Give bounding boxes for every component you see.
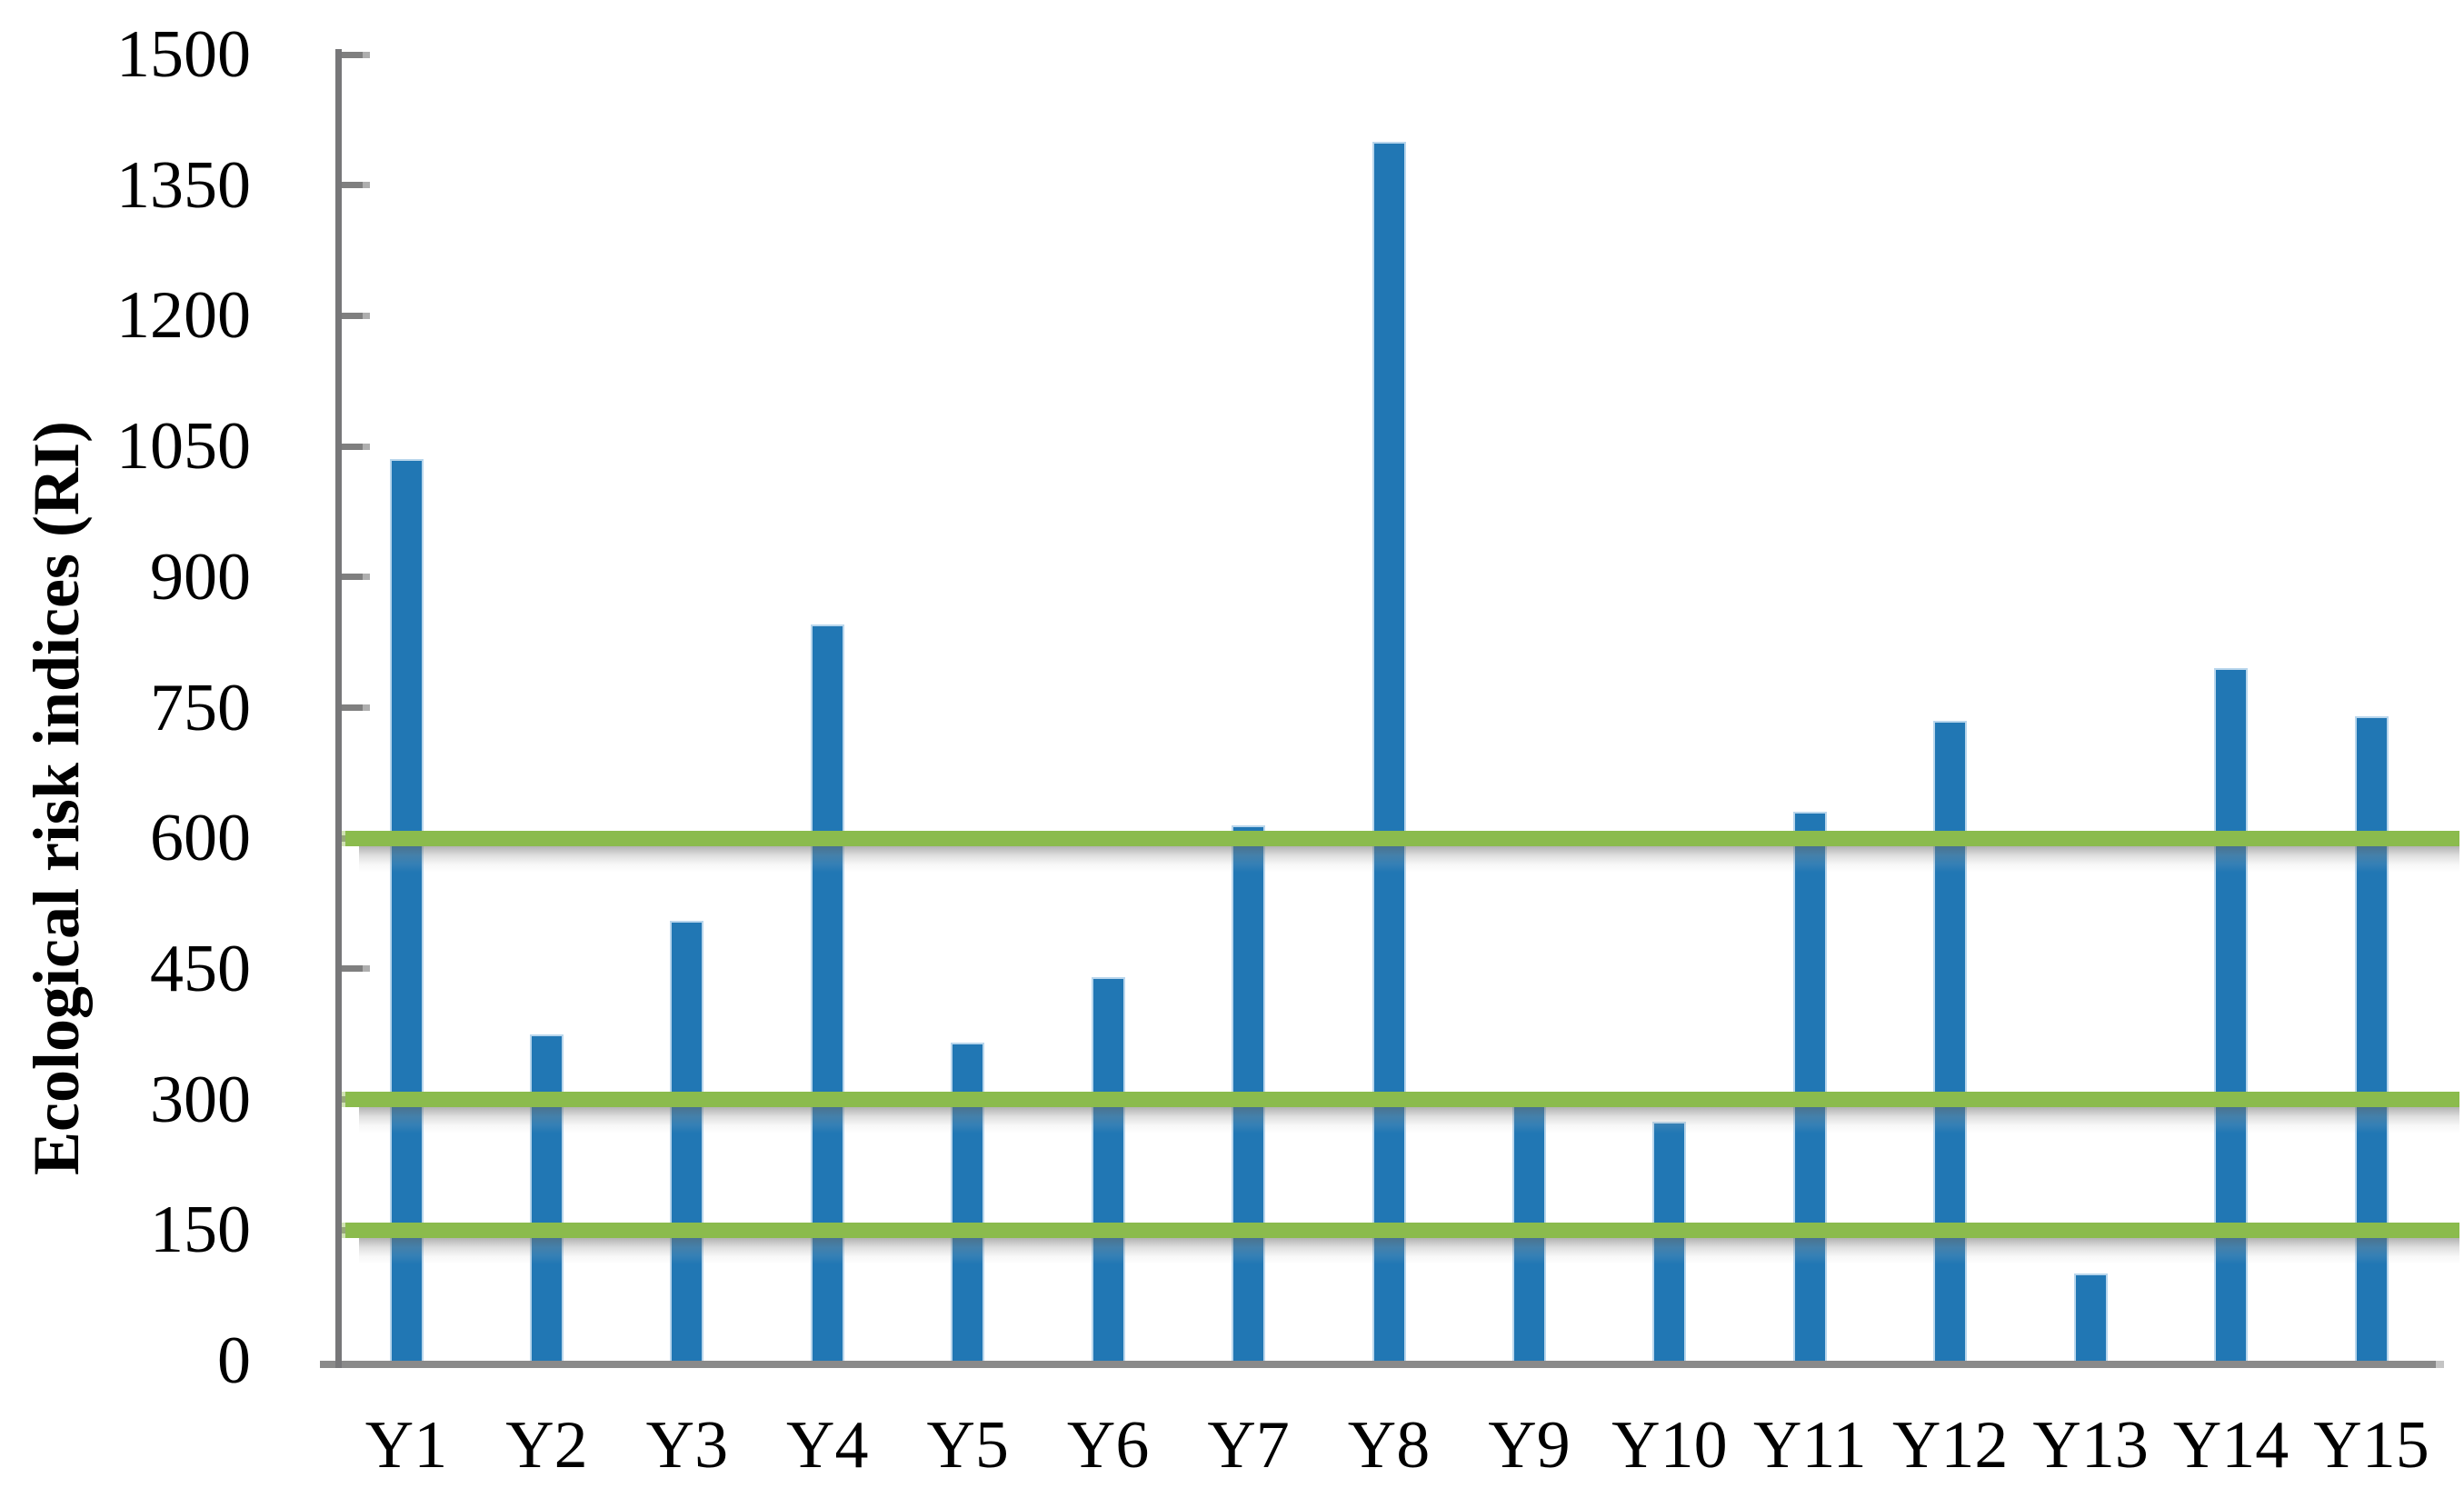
x-label-Y12: Y12 xyxy=(1891,1408,2009,1483)
y-tick-tail xyxy=(363,704,370,711)
y-tick-label: 1200 xyxy=(116,278,251,354)
bar-Y1 xyxy=(389,459,424,1361)
x-label-Y13: Y13 xyxy=(2032,1408,2149,1483)
x-label-Y2: Y2 xyxy=(505,1408,588,1483)
y-tick-label: 1050 xyxy=(116,409,251,484)
x-label-Y3: Y3 xyxy=(645,1408,729,1483)
bar-Y12 xyxy=(1933,720,1968,1361)
bar-Y3 xyxy=(670,921,704,1361)
bar-Y5 xyxy=(951,1043,985,1361)
x-label-Y11: Y11 xyxy=(1752,1408,1867,1483)
x-label-Y7: Y7 xyxy=(1207,1408,1290,1483)
bar-Y2 xyxy=(529,1034,564,1361)
y-tick-label: 1500 xyxy=(116,17,251,92)
threshold-shadow-300 xyxy=(359,1106,2459,1134)
y-tick xyxy=(338,704,363,711)
y-tick-label: 1350 xyxy=(116,147,251,223)
y-tick-tail xyxy=(363,51,370,58)
x-label-Y6: Y6 xyxy=(1066,1408,1150,1483)
y-tick-label: 450 xyxy=(150,931,251,1006)
y-tick-tail xyxy=(363,443,370,450)
threshold-line-600 xyxy=(345,830,2459,846)
x-axis-line-cap xyxy=(2436,1361,2444,1368)
y-tick xyxy=(338,443,363,450)
bar-Y8 xyxy=(1372,141,1406,1361)
threshold-line-150 xyxy=(345,1222,2459,1238)
x-label-Y4: Y4 xyxy=(786,1408,869,1483)
y-tick-label: 300 xyxy=(150,1062,251,1137)
y-tick-tail xyxy=(363,965,370,973)
y-tick-tail xyxy=(363,574,370,581)
x-label-Y10: Y10 xyxy=(1611,1408,1728,1483)
y-tick xyxy=(338,51,363,58)
y-axis-line xyxy=(335,49,342,1368)
y-tick xyxy=(338,182,363,189)
y-tick-label: 150 xyxy=(150,1193,251,1268)
x-label-Y8: Y8 xyxy=(1347,1408,1431,1483)
y-tick-label: 0 xyxy=(217,1323,251,1398)
threshold-shadow-600 xyxy=(359,844,2459,873)
threshold-line-300 xyxy=(345,1092,2459,1108)
x-axis-line xyxy=(320,1361,2436,1368)
x-label-Y5: Y5 xyxy=(926,1408,1009,1483)
x-label-Y1: Y1 xyxy=(364,1408,448,1483)
y-tick xyxy=(338,965,363,973)
bar-Y6 xyxy=(1091,977,1125,1361)
threshold-shadow-150 xyxy=(359,1236,2459,1264)
y-tick-label: 900 xyxy=(150,539,251,614)
x-label-Y14: Y14 xyxy=(2172,1408,2289,1483)
bar-Y13 xyxy=(2073,1273,2108,1361)
y-tick-label: 750 xyxy=(150,670,251,745)
y-tick xyxy=(338,312,363,319)
y-tick-tail xyxy=(363,182,370,189)
x-label-Y9: Y9 xyxy=(1488,1408,1571,1483)
y-tick-label: 600 xyxy=(150,801,251,876)
x-label-Y15: Y15 xyxy=(2313,1408,2429,1483)
y-tick xyxy=(338,574,363,581)
bar-Y11 xyxy=(1792,812,1827,1361)
y-tick-tail xyxy=(363,312,370,319)
